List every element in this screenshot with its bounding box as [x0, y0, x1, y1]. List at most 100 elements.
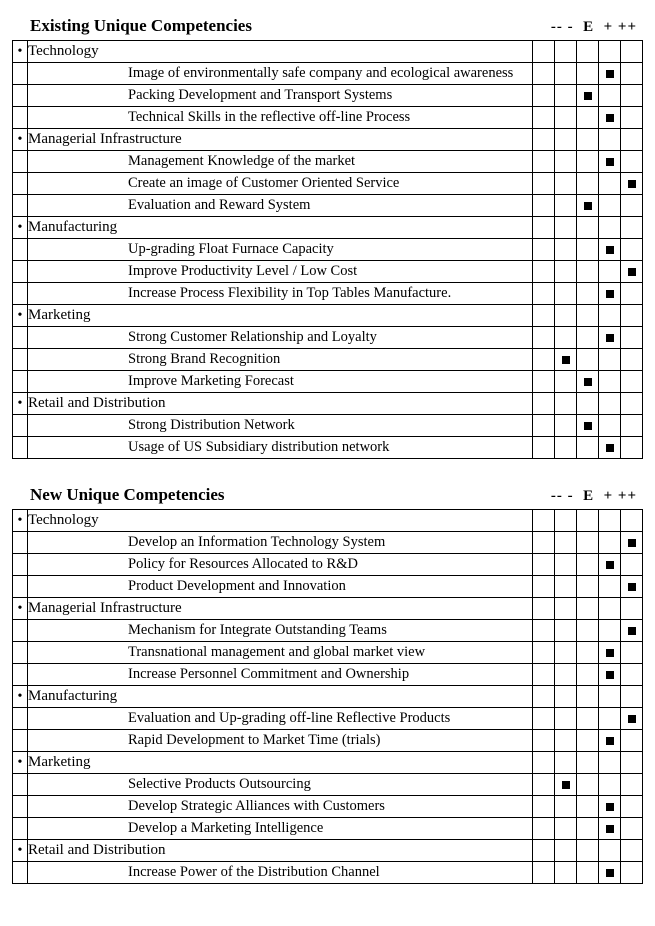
rating-cell [577, 415, 599, 437]
rating-cell [577, 774, 599, 796]
item-row: Evaluation and Up-grading off-line Refle… [13, 708, 643, 730]
rating-cell [555, 283, 577, 305]
item-label: Selective Products Outsourcing [28, 774, 533, 796]
category-label: Retail and Distribution [28, 393, 533, 415]
rating-cell-empty [533, 305, 555, 327]
item-label: Develop an Information Technology System [28, 532, 533, 554]
rating-mark-icon [606, 158, 614, 166]
category-label: Marketing [28, 305, 533, 327]
bullet-icon: • [13, 217, 28, 239]
rating-mark-icon [562, 781, 570, 789]
item-label: Evaluation and Reward System [28, 195, 533, 217]
competency-table: •TechnologyImage of environmentally safe… [12, 40, 643, 459]
rating-cell [555, 415, 577, 437]
rating-cell [577, 327, 599, 349]
rating-cell-empty [599, 305, 621, 327]
rating-cell-empty [533, 41, 555, 63]
rating-cell [599, 708, 621, 730]
rating-cell [599, 239, 621, 261]
rating-cell [577, 437, 599, 459]
rating-mark-icon [606, 649, 614, 657]
item-row: Develop an Information Technology System [13, 532, 643, 554]
item-label: Strong Customer Relationship and Loyalty [28, 327, 533, 349]
category-label: Technology [28, 510, 533, 532]
category-row: •Technology [13, 41, 643, 63]
rating-cell [577, 818, 599, 840]
scale-header: -- - E + ++ [551, 19, 643, 36]
category-row: •Marketing [13, 305, 643, 327]
category-label: Managerial Infrastructure [28, 129, 533, 151]
item-label: Create an image of Customer Oriented Ser… [28, 173, 533, 195]
item-label: Product Development and Innovation [28, 576, 533, 598]
bullet-icon: • [13, 129, 28, 151]
item-row: Usage of US Subsidiary distribution netw… [13, 437, 643, 459]
item-label: Increase Personnel Commitment and Owners… [28, 664, 533, 686]
rating-cell [599, 576, 621, 598]
rating-cell-empty [599, 598, 621, 620]
section: New Unique Competencies-- - E + ++ • Techn… [12, 485, 643, 884]
section-header: New Unique Competencies-- - E + ++ [12, 485, 643, 505]
rating-cell [621, 774, 643, 796]
item-row: Mechanism for Integrate Outstanding Team… [13, 620, 643, 642]
rating-cell [533, 796, 555, 818]
rating-cell-empty [599, 752, 621, 774]
rating-cell [577, 107, 599, 129]
item-label: Develop a Marketing Intelligence [28, 818, 533, 840]
rating-cell [555, 349, 577, 371]
rating-cell [599, 796, 621, 818]
rating-cell [577, 349, 599, 371]
bullet-icon: • [13, 598, 28, 620]
rating-cell-empty [555, 217, 577, 239]
rating-cell-empty [533, 686, 555, 708]
rating-cell [621, 796, 643, 818]
rating-cell [621, 327, 643, 349]
rating-mark-icon [606, 70, 614, 78]
competency-table: • TechnologyDevelop an Information Techno… [12, 509, 643, 884]
item-label: Usage of US Subsidiary distribution netw… [28, 437, 533, 459]
rating-cell [599, 437, 621, 459]
rating-cell [621, 151, 643, 173]
rating-cell-empty [599, 393, 621, 415]
rating-cell [599, 554, 621, 576]
bullet-icon: • [13, 686, 28, 708]
rating-cell [533, 818, 555, 840]
item-label: Strong Brand Recognition [28, 349, 533, 371]
rating-cell [555, 620, 577, 642]
item-label: Up-grading Float Furnace Capacity [28, 239, 533, 261]
rating-cell [533, 107, 555, 129]
rating-cell-empty [599, 686, 621, 708]
section-title: New Unique Competencies [30, 485, 225, 505]
rating-cell [621, 620, 643, 642]
rating-mark-icon [606, 334, 614, 342]
rating-cell-empty [621, 598, 643, 620]
item-row: Selective Products Outsourcing [13, 774, 643, 796]
rating-cell [599, 818, 621, 840]
item-row: Create an image of Customer Oriented Ser… [13, 173, 643, 195]
rating-cell [555, 554, 577, 576]
rating-cell [555, 107, 577, 129]
rating-cell-empty [533, 129, 555, 151]
rating-mark-icon [606, 290, 614, 298]
rating-cell [599, 532, 621, 554]
rating-cell [599, 664, 621, 686]
rating-mark-icon [606, 803, 614, 811]
item-row: Product Development and Innovation [13, 576, 643, 598]
category-row: •Managerial Infrastructure [13, 598, 643, 620]
item-label: Evaluation and Up-grading off-line Refle… [28, 708, 533, 730]
rating-mark-icon [628, 268, 636, 276]
rating-cell [555, 532, 577, 554]
item-label: Develop Strategic Alliances with Custome… [28, 796, 533, 818]
rating-cell-empty [533, 393, 555, 415]
rating-cell [555, 796, 577, 818]
rating-cell [555, 195, 577, 217]
rating-cell [533, 173, 555, 195]
rating-cell-empty [621, 510, 643, 532]
rating-cell-empty [577, 686, 599, 708]
rating-cell [533, 664, 555, 686]
rating-cell [577, 173, 599, 195]
section-header: Existing Unique Competencies-- - E + ++ [12, 16, 643, 36]
rating-cell [621, 642, 643, 664]
rating-cell-empty [621, 393, 643, 415]
item-label: Improve Marketing Forecast [28, 371, 533, 393]
rating-cell [555, 730, 577, 752]
